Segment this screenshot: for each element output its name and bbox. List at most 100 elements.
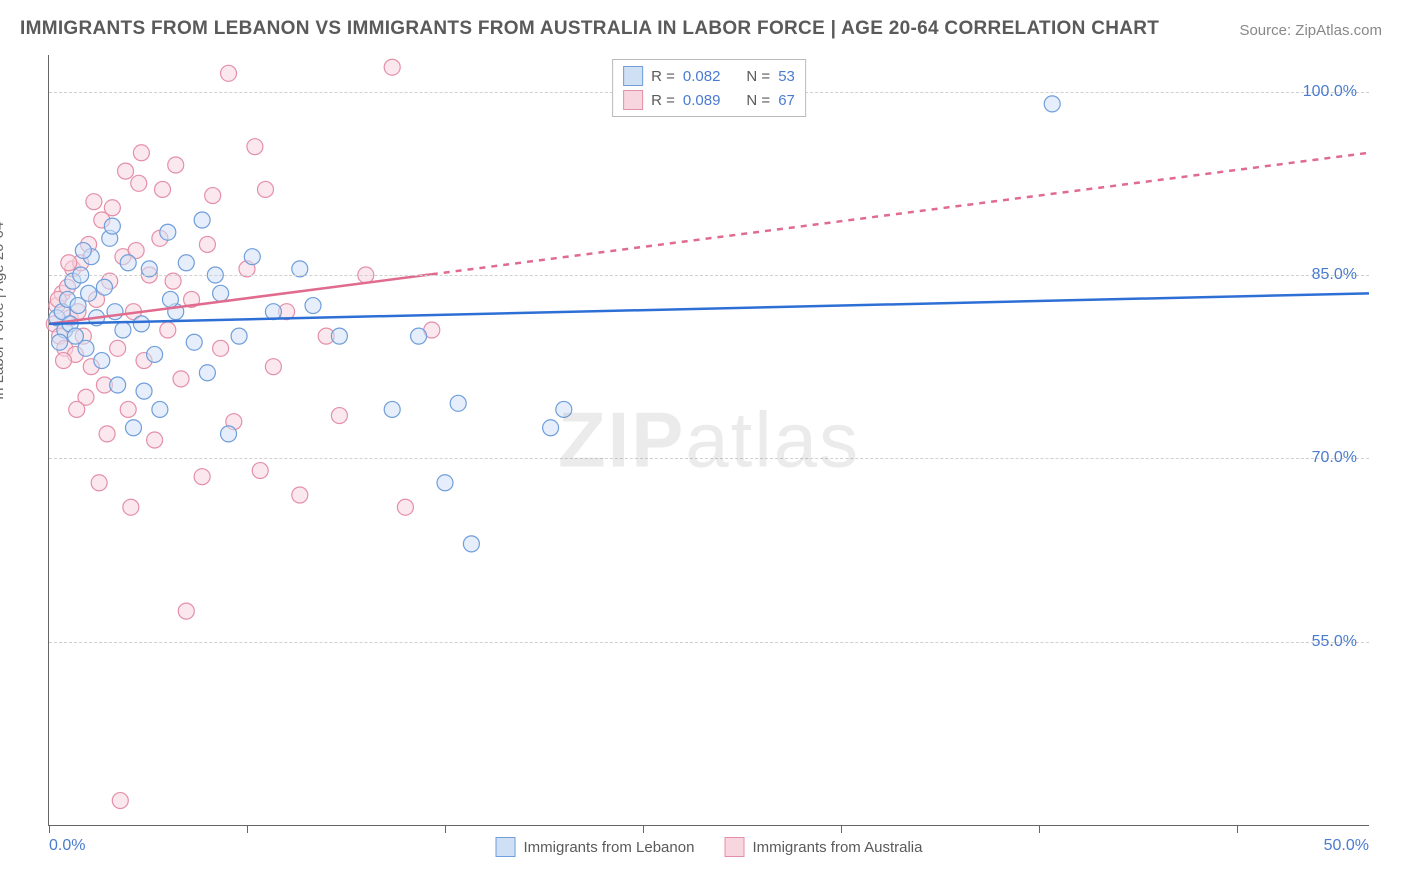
data-point [194,469,210,485]
data-point [96,279,112,295]
data-point [104,218,120,234]
x-tick [49,825,50,833]
n-value-2: 67 [778,92,795,109]
data-point [110,340,126,356]
data-point [543,420,559,436]
data-point [213,285,229,301]
x-tick-label-max: 50.0% [1324,837,1369,855]
data-point [133,316,149,332]
data-point [133,145,149,161]
data-point [61,255,77,271]
chart-svg [49,55,1369,825]
x-tick [1039,825,1040,833]
data-point [78,340,94,356]
data-point [123,499,139,515]
data-point [450,395,466,411]
data-point [247,139,263,155]
data-point [131,175,147,191]
swatch-series-1 [623,66,643,86]
data-point [265,359,281,375]
legend-bottom-label-2: Immigrants from Australia [752,839,922,856]
n-label-2: N = [746,92,770,109]
x-tick-label-min: 0.0% [49,837,85,855]
data-point [265,304,281,320]
data-point [194,212,210,228]
data-point [384,401,400,417]
r-value-2: 0.089 [683,92,721,109]
data-point [136,383,152,399]
data-point [168,157,184,173]
data-point [199,236,215,252]
data-point [463,536,479,552]
data-point [91,475,107,491]
data-point [112,793,128,809]
y-tick-label: 85.0% [1312,266,1357,284]
data-point [186,334,202,350]
data-point [86,194,102,210]
grid-line [49,275,1369,276]
n-value-1: 53 [778,68,795,85]
data-point [99,426,115,442]
data-point [173,371,189,387]
data-point [147,432,163,448]
data-point [162,291,178,307]
data-point [305,298,321,314]
data-point [69,401,85,417]
data-point [244,249,260,265]
grid-line [49,642,1369,643]
data-point [120,255,136,271]
data-point [147,346,163,362]
data-point [437,475,453,491]
data-point [231,328,247,344]
legend-row-series-2: R = 0.089 N = 67 [623,88,795,112]
data-point [56,353,72,369]
legend-bottom-item-2: Immigrants from Australia [724,837,922,857]
data-point [1044,96,1060,112]
data-point [213,340,229,356]
x-tick [247,825,248,833]
data-point [104,200,120,216]
data-point [81,285,97,301]
data-point [178,603,194,619]
source-attribution: Source: ZipAtlas.com [1239,22,1382,39]
x-tick [445,825,446,833]
swatch-series-2 [623,90,643,110]
y-tick-label: 100.0% [1303,83,1357,101]
data-point [178,255,194,271]
y-axis-label: In Labor Force | Age 20-64 [0,222,7,400]
data-point [94,353,110,369]
data-point [411,328,427,344]
data-point [221,65,237,81]
data-point [331,408,347,424]
n-label-1: N = [746,68,770,85]
data-point [331,328,347,344]
y-tick-label: 55.0% [1312,633,1357,651]
data-point [221,426,237,442]
data-point [125,420,141,436]
grid-line [49,458,1369,459]
y-tick-label: 70.0% [1312,449,1357,467]
data-point [384,59,400,75]
legend-stats-box: R = 0.082 N = 53 R = 0.089 N = 67 [612,59,806,117]
legend-row-series-1: R = 0.082 N = 53 [623,64,795,88]
data-point [556,401,572,417]
data-point [52,334,68,350]
data-point [110,377,126,393]
data-point [152,401,168,417]
data-point [155,181,171,197]
data-point [397,499,413,515]
data-point [160,322,176,338]
data-point [160,224,176,240]
data-point [118,163,134,179]
data-point [115,322,131,338]
data-point [199,365,215,381]
data-point [120,401,136,417]
data-point [252,463,268,479]
swatch-bottom-1 [496,837,516,857]
chart-title: IMMIGRANTS FROM LEBANON VS IMMIGRANTS FR… [20,18,1159,40]
legend-bottom-item-1: Immigrants from Lebanon [496,837,695,857]
r-label-1: R = [651,68,675,85]
r-label-2: R = [651,92,675,109]
x-tick [643,825,644,833]
x-tick [841,825,842,833]
